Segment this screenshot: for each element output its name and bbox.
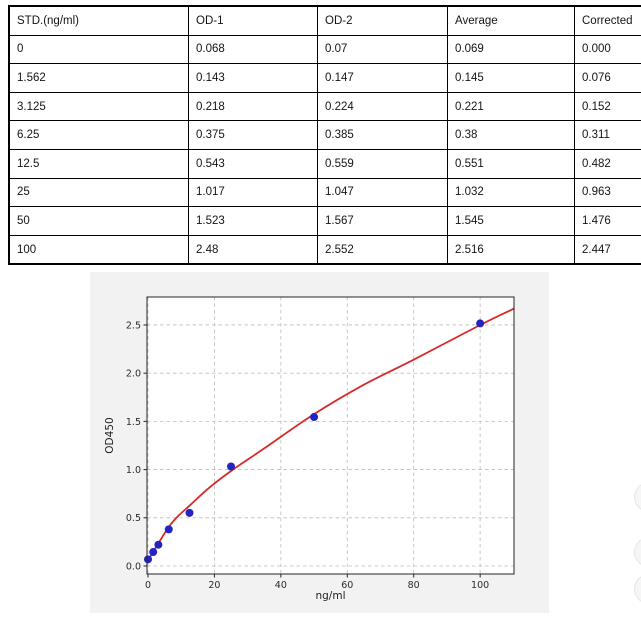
table-cell: 2.447 xyxy=(574,234,641,265)
table-cell: 0.963 xyxy=(574,177,641,208)
x-tick-label: 20 xyxy=(208,580,220,591)
table-cell: 0.482 xyxy=(574,148,641,179)
data-point xyxy=(154,540,163,549)
table-cell: 0.385 xyxy=(317,120,448,150)
table-cell: 0.543 xyxy=(188,148,318,179)
column-header: OD-2 xyxy=(317,5,448,36)
table-cell: 0.551 xyxy=(447,148,575,179)
data-point xyxy=(149,548,158,557)
table-cell: 0 xyxy=(8,34,189,65)
cutoff-floating-button-2[interactable] xyxy=(634,537,641,567)
table-row: 3.125 0.218 0.224 0.221 0.152 xyxy=(8,91,641,122)
y-tick-label: 0.5 xyxy=(126,513,141,524)
table-cell: 1.523 xyxy=(188,206,318,236)
table-cell: 0.38 xyxy=(447,120,575,150)
standard-curve-chart: 0 20 40 60 80 100 0.0 0.5 1.0 1.5 2.0 2.5 ng/ml OD450 xyxy=(104,296,515,602)
table-cell: 12.5 xyxy=(8,148,189,179)
table-row: 0 0.068 0.07 0.069 0.000 xyxy=(8,34,641,65)
cutoff-floating-button-3[interactable] xyxy=(634,574,641,604)
x-axis-title: ng/ml xyxy=(315,590,345,602)
table-cell: 0.145 xyxy=(447,63,575,93)
table-cell: 1.476 xyxy=(574,206,641,236)
table-cell: 25 xyxy=(8,177,189,208)
column-header: STD.(ng/ml) xyxy=(8,5,189,36)
table-header-row: STD.(ng/ml) OD-1 OD-2 Average Corrected xyxy=(8,5,641,36)
data-point xyxy=(185,508,194,517)
table-row: 50 1.523 1.567 1.545 1.476 xyxy=(8,206,641,236)
x-tick-label: 0 xyxy=(145,580,151,591)
y-axis-title: OD450 xyxy=(104,417,116,453)
table-cell: 1.562 xyxy=(8,63,189,93)
y-tick-label: 2.5 xyxy=(126,320,141,331)
y-tick-label: 1.5 xyxy=(126,417,141,428)
plot-area xyxy=(147,297,514,574)
table-cell: 0.076 xyxy=(574,63,641,93)
table-cell: 6.25 xyxy=(8,120,189,150)
x-tick-label: 60 xyxy=(341,580,353,591)
column-header: OD-1 xyxy=(188,5,318,36)
table-cell: 50 xyxy=(8,206,189,236)
plot-border xyxy=(146,296,515,575)
table-cell: 2.552 xyxy=(317,234,448,265)
table-cell: 2.516 xyxy=(447,234,575,265)
table-cell: 0.147 xyxy=(317,63,448,93)
x-tick-label: 100 xyxy=(471,580,489,591)
data-point xyxy=(164,525,173,534)
table-row: 6.25 0.375 0.385 0.38 0.311 xyxy=(8,120,641,150)
table-row: 100 2.48 2.552 2.516 2.447 xyxy=(8,234,641,265)
x-tick-label: 40 xyxy=(275,580,287,591)
y-tick-label: 2.0 xyxy=(126,369,141,380)
table-cell: 1.047 xyxy=(317,177,448,208)
table-cell: 0.375 xyxy=(188,120,318,150)
table-cell: 0.218 xyxy=(188,91,318,122)
table-row: 12.5 0.543 0.559 0.551 0.482 xyxy=(8,148,641,179)
table-cell: 0.069 xyxy=(447,34,575,65)
column-header: Average xyxy=(447,5,575,36)
table-row: 25 1.017 1.047 1.032 0.963 xyxy=(8,177,641,208)
table-cell: 0.559 xyxy=(317,148,448,179)
table-cell: 0.224 xyxy=(317,91,448,122)
table-cell: 0.221 xyxy=(447,91,575,122)
table-cell: 0.07 xyxy=(317,34,448,65)
data-point xyxy=(310,413,319,422)
data-point xyxy=(227,462,236,471)
data-point xyxy=(143,555,152,564)
table-cell: 100 xyxy=(8,234,189,265)
y-tick-label: 0.0 xyxy=(126,561,141,572)
standard-curve-figure: 0 20 40 60 80 100 0.0 0.5 1.0 1.5 2.0 2.5 ng/ml OD450 xyxy=(90,272,549,613)
table-cell: 0.143 xyxy=(188,63,318,93)
table-cell: 0.311 xyxy=(574,120,641,150)
data-point xyxy=(476,319,485,328)
table-cell: 0.152 xyxy=(574,91,641,122)
column-header: Corrected xyxy=(574,5,641,36)
x-tick-label: 80 xyxy=(408,580,420,591)
y-tick-label: 1.0 xyxy=(126,465,141,476)
table-cell: 2.48 xyxy=(188,234,318,265)
table-cell: 1.017 xyxy=(188,177,318,208)
table-cell: 3.125 xyxy=(8,91,189,122)
table-cell: 0.000 xyxy=(574,34,641,65)
table-row: 1.562 0.143 0.147 0.145 0.076 xyxy=(8,63,641,93)
table-cell: 1.545 xyxy=(447,206,575,236)
standard-data-table: STD.(ng/ml) OD-1 OD-2 Average Corrected 0 0.0… xyxy=(8,5,641,266)
cutoff-floating-button-1[interactable] xyxy=(634,482,641,512)
table-cell: 1.032 xyxy=(447,177,575,208)
table-cell: 1.567 xyxy=(317,206,448,236)
table-body: 0 0.068 0.07 0.069 0.000 1.562 0.143 0.147 0.145… xyxy=(8,34,641,265)
table-cell: 0.068 xyxy=(188,34,318,65)
